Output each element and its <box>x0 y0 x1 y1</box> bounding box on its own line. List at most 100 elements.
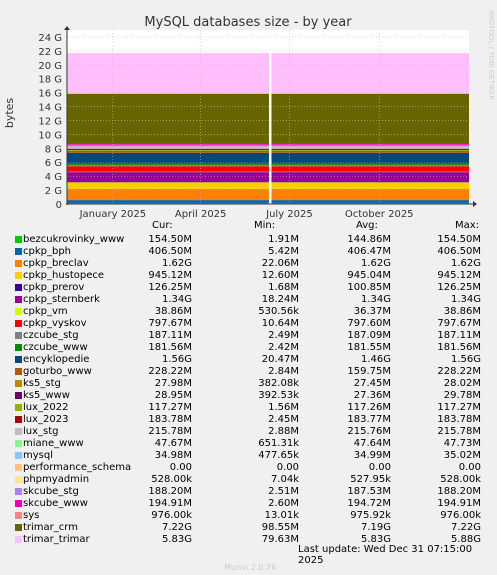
legend-cur: 47.67M <box>154 438 192 449</box>
area-lux_2022 <box>67 149 469 151</box>
legend-name: cpkp_bph <box>23 246 72 257</box>
legend-swatch <box>15 236 22 243</box>
legend-avg: 183.77M <box>347 414 391 425</box>
legend-avg: 194.72M <box>347 498 391 509</box>
legend-cur: 154.50M <box>148 234 192 245</box>
area-cpkp_vyskov <box>67 166 469 172</box>
legend-cur: 194.91M <box>148 498 192 509</box>
legend-row-czcube_www: czcube_www 181.56M 2.42M 181.55M 181.56M <box>0 342 497 354</box>
legend-cur: 1.62G <box>161 258 192 269</box>
y-tick-label: 10 G <box>38 130 62 141</box>
legend-max: 188.20M <box>437 486 481 497</box>
legend-swatch <box>15 320 22 327</box>
col-header-max: Max: <box>455 220 480 231</box>
legend-row-ks5_stg: ks5_stg 27.98M 382.08k 27.45M 28.02M <box>0 378 497 390</box>
y-tick-label: 24 G <box>38 33 62 44</box>
legend-row-lux_2023: lux_2023 183.78M 2.45M 183.77M 183.78M <box>0 414 497 426</box>
legend-min: 79.63M <box>261 534 299 545</box>
legend-row-skcube_stg: skcube_stg 188.20M 2.51M 187.53M 188.20M <box>0 486 497 498</box>
legend-name: czcube_stg <box>23 330 79 341</box>
legend-min: 2.49M <box>268 330 299 341</box>
legend-row-cpkp_breclav: cpkp_breclav 1.62G 22.06M 1.62G 1.62G <box>0 258 497 270</box>
legend-max: 1.34G <box>450 294 481 305</box>
legend-cur: 228.22M <box>148 366 192 377</box>
y-tick-label: 4 G <box>45 172 62 183</box>
legend-name: ks5_www <box>23 390 70 401</box>
legend-avg: 100.85M <box>347 282 391 293</box>
area-encyklopedie <box>67 152 469 164</box>
legend-name: performance_schema <box>23 462 132 473</box>
legend-row-encyklopedie: encyklopedie 1.56G 20.47M 1.46G 1.56G <box>0 354 497 366</box>
legend-min: 2.60M <box>268 498 299 509</box>
legend-row-lux_stg: lux_stg 215.78M 2.88M 215.76M 215.78M <box>0 426 497 438</box>
legend-avg: 1.34G <box>360 294 391 305</box>
legend-swatch <box>15 524 22 531</box>
legend-row-cpkp_vyskov: cpkp_vyskov 797.67M 10.64M 797.60M 797.67M <box>0 318 497 330</box>
area-skcube_www <box>67 143 469 146</box>
col-header-avg: Avg: <box>356 220 378 231</box>
legend-max: 1.62G <box>450 258 481 269</box>
legend-swatch <box>15 356 22 363</box>
legend-cur: 38.86M <box>154 306 192 317</box>
legend-cur: 406.50M <box>148 246 192 257</box>
legend-min: 651.31k <box>258 438 299 449</box>
legend-avg: 797.60M <box>347 318 391 329</box>
legend-avg: 0.00 <box>368 462 391 473</box>
legend-name: cpkp_sternberk <box>23 294 100 305</box>
legend-max: 0.00 <box>458 462 481 473</box>
legend-row-trimar_trimar: trimar_trimar 5.83G 79.63M 5.83G 5.88G <box>0 534 497 546</box>
y-tick-label: 22 G <box>38 47 62 58</box>
legend-min: 0.00 <box>276 462 299 473</box>
legend-max: 187.11M <box>437 330 481 341</box>
data-gap <box>268 30 272 204</box>
legend-min: 18.24M <box>261 294 299 305</box>
legend-max: 183.78M <box>437 414 481 425</box>
legend-avg: 7.19G <box>360 522 391 533</box>
legend-min: 1.56M <box>268 402 299 413</box>
grid <box>67 30 469 204</box>
legend-max: 945.12M <box>437 270 481 281</box>
legend-avg: 527.95k <box>350 474 391 485</box>
legend-swatch <box>15 296 22 303</box>
legend-cur: 28.95M <box>154 390 192 401</box>
legend-avg: 159.75M <box>347 366 391 377</box>
y-ticks: 0 2 G 4 G 6 G 8 G 10 G 12 G 14 G 16 G 18 G 20 G 22 … <box>38 33 62 211</box>
legend-min: 2.51M <box>268 486 299 497</box>
x-tick-label: January 2025 <box>79 209 147 220</box>
legend-swatch <box>15 344 22 351</box>
legend-row-skcube_www: skcube_www 194.91M 2.60M 194.72M 194.91M <box>0 498 497 510</box>
legend-cur: 797.67M <box>148 318 192 329</box>
chart-title: MySQL databases size - by year <box>144 15 352 30</box>
legend-cur: 188.20M <box>148 486 192 497</box>
legend-min: 2.42M <box>268 342 299 353</box>
legend-name: bezcukrovinky_www <box>23 234 125 245</box>
legend-name: trimar_trimar <box>23 534 90 545</box>
legend-max: 5.88G <box>450 534 481 545</box>
y-tick-label: 18 G <box>38 75 62 86</box>
legend-name: cpkp_vm <box>23 306 68 317</box>
legend-max: 29.78M <box>443 390 481 401</box>
legend-swatch <box>15 248 22 255</box>
area-goturbo_www <box>67 151 469 153</box>
col-header-min: Min: <box>254 220 276 231</box>
legend-name: sys <box>23 510 40 521</box>
legend-row-phpmyadmin: phpmyadmin 528.00k 7.04k 527.95k 528.00k <box>0 474 497 486</box>
last-update: Last update: Wed Dec 31 07:15:00 2025 <box>298 544 473 566</box>
legend-max: 28.02M <box>443 378 481 389</box>
legend-cur: 1.56G <box>161 354 192 365</box>
legend-cur: 5.83G <box>161 534 192 545</box>
legend-swatch <box>15 260 22 267</box>
legend-min: 7.04k <box>270 474 299 485</box>
legend-cur: 187.11M <box>148 330 192 341</box>
legend-swatch <box>15 392 22 399</box>
legend-row-ks5_www: ks5_www 28.95M 392.53k 27.36M 29.78M <box>0 390 497 402</box>
legend-max: 181.56M <box>437 342 481 353</box>
legend-avg: 1.62G <box>360 258 391 269</box>
legend-row-cpkp_bph: cpkp_bph 406.50M 5.42M 406.47M 406.50M <box>0 246 497 258</box>
area-trimar_crm <box>67 93 469 144</box>
legend-min: 12.60M <box>261 270 299 281</box>
x-axis-arrow <box>473 201 477 207</box>
legend-cur: 215.78M <box>148 426 192 437</box>
legend-row-mysql: mysql 34.98M 477.65k 34.99M 35.02M <box>0 450 497 462</box>
legend-swatch <box>15 500 22 507</box>
